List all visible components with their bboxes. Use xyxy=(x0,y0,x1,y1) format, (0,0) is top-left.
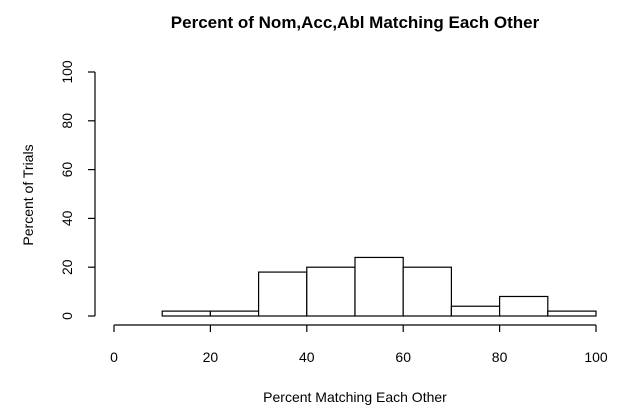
x-axis: 0 20 40 60 80 100 xyxy=(110,324,608,365)
histogram-bar xyxy=(450,305,501,317)
x-axis-label: Percent Matching Each Other xyxy=(263,389,447,405)
histogram-bar xyxy=(258,271,308,317)
y-axis: 0 20 40 60 80 100 xyxy=(59,60,96,320)
x-tick-label: 40 xyxy=(299,349,315,365)
y-axis-label: Percent of Trials xyxy=(20,144,36,245)
x-tick-label: 80 xyxy=(492,349,508,365)
histogram-bar xyxy=(306,266,356,317)
histogram-bar xyxy=(547,310,597,317)
y-tick-label: 80 xyxy=(59,113,75,129)
y-tick-label: 100 xyxy=(59,60,75,84)
x-tick-label: 100 xyxy=(584,349,608,365)
x-tick-label: 0 xyxy=(110,349,118,365)
y-tick-label: 0 xyxy=(59,312,75,320)
bars-group xyxy=(161,256,597,317)
x-tick-label: 60 xyxy=(395,349,411,365)
histogram-bar xyxy=(161,310,211,317)
histogram-bar xyxy=(402,266,453,317)
y-tick-label: 60 xyxy=(59,162,75,178)
histogram-bar xyxy=(354,256,404,317)
y-tick-label: 20 xyxy=(59,259,75,275)
histogram-bar xyxy=(209,310,260,317)
x-tick-label: 20 xyxy=(203,349,219,365)
histogram-bar xyxy=(499,295,549,317)
chart-title: Percent of Nom,Acc,Abl Matching Each Oth… xyxy=(171,13,540,32)
y-tick-label: 40 xyxy=(59,210,75,226)
